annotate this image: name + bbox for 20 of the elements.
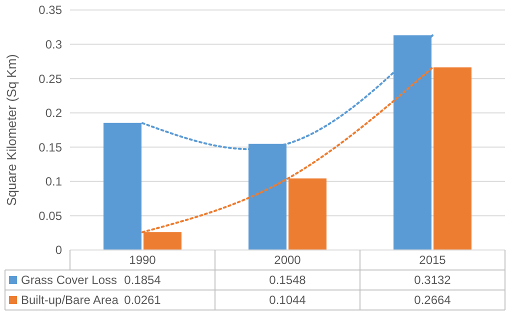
y-tick-label: 0.05 <box>38 208 62 223</box>
data-label: 0.0261 <box>124 293 162 308</box>
data-label: 0.1854 <box>124 273 162 288</box>
y-tick-label: 0 <box>55 243 62 258</box>
y-tick-label: 0.15 <box>38 140 62 154</box>
legend-label: Built-up/Bare Area <box>21 293 119 308</box>
x-tick-label: 2000 <box>274 253 302 268</box>
data-label: 0.3132 <box>414 273 452 288</box>
y-tick-label: 0.2 <box>45 106 62 120</box>
y-tick-label: 0.35 <box>38 3 62 18</box>
data-label: 0.2664 <box>414 293 452 308</box>
y-axis-title: Square Kilometer (Sq Km) <box>4 54 19 206</box>
legend-label: Grass Cover Loss <box>21 273 118 288</box>
data-label: 0.1548 <box>269 273 306 288</box>
x-tick-label: 1990 <box>129 253 156 268</box>
y-tick-label: 0.25 <box>38 72 62 86</box>
y-tick-label: 0.1 <box>45 174 62 189</box>
y-tick-label: 0.3 <box>45 37 62 52</box>
x-tick-label: 2015 <box>419 253 446 268</box>
data-label: 0.1044 <box>269 293 306 308</box>
